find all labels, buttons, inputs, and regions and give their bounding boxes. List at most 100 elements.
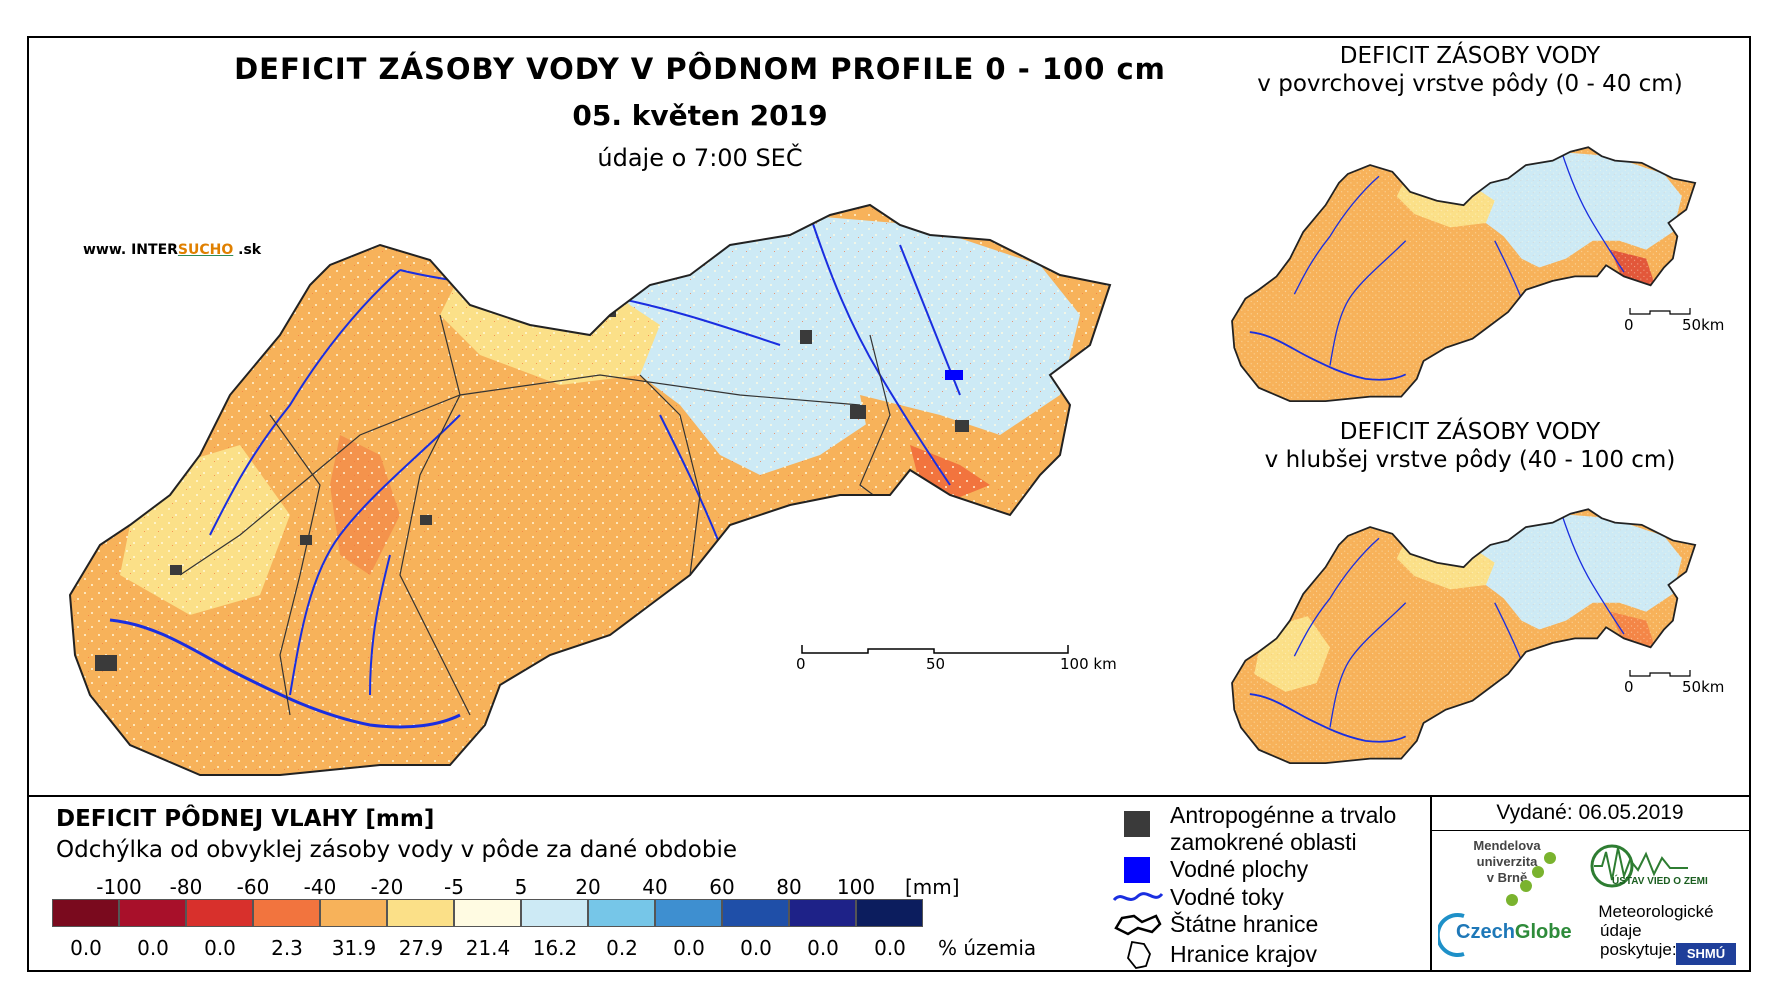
legend-swatch bbox=[186, 899, 253, 927]
legend-subtitle: Odchýlka od obvyklej zásoby vody v pôde … bbox=[56, 837, 737, 863]
map-time: údaje o 7:00 SEČ bbox=[597, 144, 803, 172]
water-body-swatch bbox=[1124, 857, 1150, 883]
legend-tick-label: 100 bbox=[836, 875, 876, 899]
urban-area bbox=[170, 565, 182, 575]
legend-percent-value: 0.2 bbox=[606, 936, 638, 960]
legend-percent-value: 0.0 bbox=[874, 936, 906, 960]
main-scale-bar bbox=[801, 645, 1069, 654]
legend-tick-label: -20 bbox=[370, 875, 404, 899]
legend-percent-value: 0.0 bbox=[70, 936, 102, 960]
issued-date: Vydané: 06.05.2019 bbox=[1496, 801, 1684, 824]
met-line1: Meteorologické bbox=[1598, 902, 1714, 921]
legend-percent-value: 0.0 bbox=[740, 936, 772, 960]
deep-map-title-line2: v hlubšej vrstve pôdy (40 - 100 cm) bbox=[1264, 447, 1676, 473]
met-line3: poskytuje: bbox=[1600, 940, 1677, 959]
region-border-1 bbox=[269, 414, 321, 716]
region-border-3 bbox=[639, 374, 701, 576]
legend-swatch bbox=[521, 899, 588, 927]
region-border-2 bbox=[399, 314, 471, 716]
deep-map bbox=[1231, 508, 1697, 764]
main-map-texture bbox=[70, 205, 1110, 775]
water-body bbox=[495, 195, 509, 205]
urban-area bbox=[850, 405, 866, 419]
legend-swatch bbox=[722, 899, 789, 927]
surface-map-title: DEFICIT ZÁSOBY VODY v povrchovej vrstve … bbox=[1210, 42, 1730, 98]
river-symbol bbox=[1112, 892, 1164, 902]
legend-tick-label: -40 bbox=[303, 875, 337, 899]
region-border-label: Hranice krajov bbox=[1170, 941, 1317, 967]
urban-area bbox=[95, 655, 117, 671]
mendel-line1: Mendelova bbox=[1473, 838, 1541, 853]
surface-map-title-line1: DEFICIT ZÁSOBY VODY bbox=[1339, 43, 1601, 69]
deep-scale-label-50: 50km bbox=[1682, 678, 1725, 696]
urban-area bbox=[420, 515, 432, 525]
surface-map-title-line2: v povrchovej vrstve pôdy (0 - 40 cm) bbox=[1257, 71, 1683, 97]
urban-area bbox=[955, 420, 969, 432]
main-scale-label-0: 0 bbox=[796, 655, 806, 673]
deep-map-title-line1: DEFICIT ZÁSOBY VODY bbox=[1339, 419, 1601, 445]
urban-area bbox=[300, 535, 312, 545]
legend-swatch bbox=[454, 899, 521, 927]
legend-percent-value: 0.0 bbox=[673, 936, 705, 960]
watermark-highlight: SUCHO bbox=[177, 242, 234, 258]
state-border-label: Štátne hranice bbox=[1170, 911, 1319, 937]
surface-scale-label-50: 50km bbox=[1682, 316, 1725, 334]
legend-swatch bbox=[52, 899, 119, 927]
deep-map-title: DEFICIT ZÁSOBY VODY v hlubšej vrstve pôd… bbox=[1210, 418, 1730, 474]
shmu-logo: SHMÚ bbox=[1676, 943, 1736, 965]
region-border-symbol bbox=[1127, 940, 1151, 969]
legend-percent-value: 0.0 bbox=[137, 936, 169, 960]
anthropogenic-label-line1: Antropogénne a trvalo bbox=[1170, 802, 1397, 828]
footer-separator bbox=[1430, 795, 1432, 972]
river-vah bbox=[209, 269, 401, 536]
urban-area bbox=[800, 330, 812, 344]
legend-percent-value: 21.4 bbox=[465, 936, 511, 960]
anthropogenic-label: Antropogénne a trvalo zamokrené oblasti bbox=[1170, 802, 1396, 856]
legend-percent-value: 31.9 bbox=[331, 936, 377, 960]
legend-tick-label: -60 bbox=[236, 875, 270, 899]
legend-tick-label: -100 bbox=[96, 875, 142, 899]
state-border-symbol bbox=[1114, 914, 1162, 936]
legend-swatch bbox=[253, 899, 320, 927]
czechglobe-logo: CzechGlobe bbox=[1456, 921, 1572, 944]
met-line2: údaje bbox=[1600, 921, 1642, 940]
legend-tick-label: -5 bbox=[444, 875, 464, 899]
legend-tick-label: 80 bbox=[776, 875, 802, 899]
issued-separator bbox=[1430, 830, 1751, 831]
water-body bbox=[945, 370, 963, 380]
legend-tick-label: 5 bbox=[514, 875, 528, 899]
main-scale-label-100: 100 km bbox=[1060, 655, 1117, 673]
legend-unit: [mm] bbox=[905, 875, 960, 899]
deep-scale-label-0: 0 bbox=[1624, 678, 1634, 696]
water-body-label: Vodné plochy bbox=[1170, 856, 1309, 882]
ustav-logo-icon bbox=[1590, 844, 1688, 888]
watermark-prefix: www. INTER bbox=[83, 242, 178, 258]
legend-percent-unit: % územia bbox=[938, 936, 1037, 960]
legend-swatch bbox=[119, 899, 186, 927]
legend-percent-value: 16.2 bbox=[532, 936, 578, 960]
mendel-line2: univerzita bbox=[1476, 854, 1538, 869]
deep-scale-bar bbox=[1629, 670, 1691, 677]
legend-tick-label: 40 bbox=[642, 875, 668, 899]
anthropogenic-label-line2: zamokrené oblasti bbox=[1170, 829, 1357, 855]
met-data-provider: Meteorologické údaje poskytuje: bbox=[1586, 902, 1726, 959]
legend-separator bbox=[27, 795, 1751, 797]
legend-percent-value: 0.0 bbox=[204, 936, 236, 960]
legend-tick-label: 20 bbox=[575, 875, 601, 899]
region-border-5 bbox=[179, 374, 861, 576]
legend-swatch bbox=[320, 899, 387, 927]
legend-percent-value: 0.0 bbox=[807, 936, 839, 960]
legend-percent-value: 2.3 bbox=[271, 936, 303, 960]
legend-title: DEFICIT PÔDNEJ VLAHY [mm] bbox=[56, 806, 435, 832]
anthropogenic-swatch bbox=[1124, 811, 1150, 837]
river-label: Vodné toky bbox=[1170, 884, 1284, 910]
czechglobe-a: Czech bbox=[1456, 921, 1515, 943]
map-title: DEFICIT ZÁSOBY VODY V PÔDNOM PROFILE 0 -… bbox=[234, 52, 1166, 86]
surface-scale-bar bbox=[1629, 308, 1691, 315]
legend-percent-value: 27.9 bbox=[398, 936, 444, 960]
legend-swatch bbox=[789, 899, 856, 927]
legend-swatch bbox=[655, 899, 722, 927]
legend-swatch bbox=[387, 899, 454, 927]
surface-map bbox=[1231, 146, 1697, 402]
urban-area bbox=[600, 305, 616, 317]
